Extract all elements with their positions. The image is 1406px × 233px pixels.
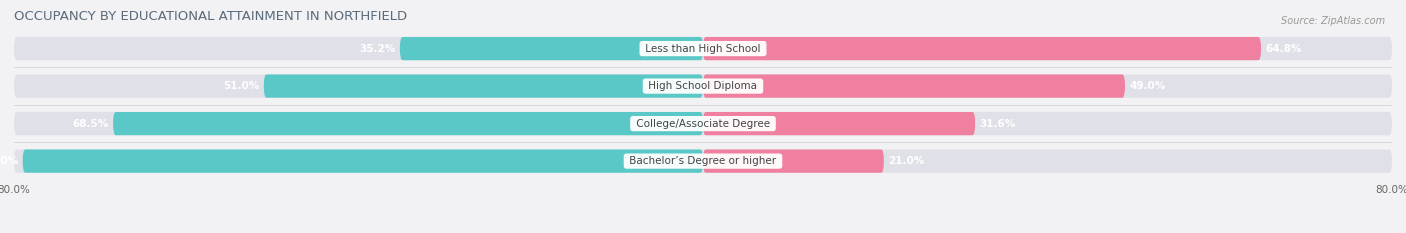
Text: Bachelor’s Degree or higher: Bachelor’s Degree or higher [626,156,780,166]
FancyBboxPatch shape [112,112,703,135]
Text: Less than High School: Less than High School [643,44,763,54]
Text: 79.0%: 79.0% [0,156,18,166]
Text: 64.8%: 64.8% [1265,44,1302,54]
FancyBboxPatch shape [14,37,1392,60]
FancyBboxPatch shape [14,112,1392,135]
Text: College/Associate Degree: College/Associate Degree [633,119,773,129]
Text: Source: ZipAtlas.com: Source: ZipAtlas.com [1281,16,1385,26]
FancyBboxPatch shape [703,150,884,173]
FancyBboxPatch shape [703,37,1261,60]
FancyBboxPatch shape [14,75,1392,98]
Text: High School Diploma: High School Diploma [645,81,761,91]
Text: OCCUPANCY BY EDUCATIONAL ATTAINMENT IN NORTHFIELD: OCCUPANCY BY EDUCATIONAL ATTAINMENT IN N… [14,10,408,23]
Text: 49.0%: 49.0% [1129,81,1166,91]
FancyBboxPatch shape [22,150,703,173]
FancyBboxPatch shape [399,37,703,60]
Text: 68.5%: 68.5% [73,119,108,129]
Text: 21.0%: 21.0% [889,156,924,166]
FancyBboxPatch shape [703,112,976,135]
FancyBboxPatch shape [14,150,1392,173]
Text: 51.0%: 51.0% [224,81,260,91]
Text: 31.6%: 31.6% [980,119,1015,129]
FancyBboxPatch shape [703,75,1125,98]
Text: 35.2%: 35.2% [360,44,395,54]
FancyBboxPatch shape [264,75,703,98]
